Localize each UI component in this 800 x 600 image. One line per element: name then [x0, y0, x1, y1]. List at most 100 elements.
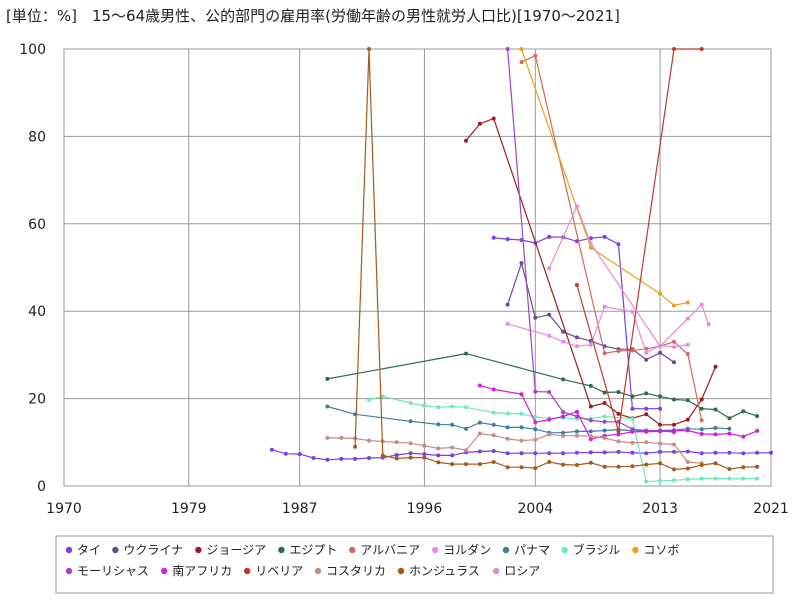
data-point — [574, 335, 579, 340]
data-point — [380, 453, 385, 458]
data-point — [727, 431, 732, 436]
data-point — [616, 390, 621, 394]
data-point — [422, 403, 427, 408]
data-point — [491, 116, 496, 121]
data-point — [325, 404, 330, 409]
legend-marker — [397, 567, 405, 575]
data-point — [380, 394, 385, 399]
data-point — [644, 479, 649, 484]
data-point — [533, 451, 538, 456]
data-point — [505, 411, 510, 416]
data-point — [505, 302, 510, 307]
data-point — [450, 445, 455, 450]
legend-item: ホンジュラス — [397, 564, 480, 578]
data-point — [727, 467, 732, 471]
data-point — [533, 415, 538, 419]
data-point — [644, 350, 649, 355]
data-point — [464, 448, 468, 453]
legend-item: タイ — [65, 543, 101, 557]
data-point — [477, 121, 482, 126]
legend-marker — [65, 567, 73, 575]
data-point — [533, 427, 538, 432]
data-point — [727, 476, 732, 481]
legend-item: ジョージア — [195, 543, 266, 557]
data-point — [547, 451, 552, 456]
series-コソボ — [519, 47, 690, 308]
data-point — [741, 409, 746, 414]
data-point — [699, 476, 704, 481]
series-line — [576, 48, 702, 432]
series-ヨルダン — [505, 304, 690, 355]
data-point — [644, 357, 649, 362]
data-point — [588, 437, 593, 442]
data-point — [477, 431, 482, 436]
data-point — [685, 398, 690, 403]
data-point — [561, 451, 566, 456]
data-point — [630, 464, 635, 469]
data-point — [353, 456, 358, 461]
data-point — [588, 383, 593, 388]
y-tick-label: 100 — [19, 42, 46, 58]
data-point — [658, 478, 663, 483]
data-point — [644, 406, 649, 411]
data-point — [561, 433, 566, 438]
data-point — [699, 302, 704, 307]
data-point — [464, 405, 468, 410]
legend-label: パナマ — [514, 543, 550, 557]
data-point — [713, 407, 718, 412]
chart-title: [単位：%] 15〜64歳男性、公的部門の雇用率(労働年齢の男性就労人口比)[1… — [6, 7, 620, 25]
data-point — [533, 466, 538, 471]
y-axis: 0 20 40 60 80 100 — [19, 42, 46, 495]
data-point — [602, 450, 607, 455]
legend-marker — [493, 567, 500, 575]
data-point — [422, 455, 427, 460]
legend-box — [55, 535, 774, 594]
data-point — [394, 440, 399, 445]
data-point — [644, 451, 649, 456]
data-point — [588, 342, 593, 347]
grid — [63, 48, 772, 487]
data-point — [672, 449, 676, 454]
data-point — [741, 451, 746, 456]
data-point — [741, 476, 746, 481]
data-point — [519, 411, 524, 416]
data-point — [685, 449, 690, 454]
legend-label: 南アフリカ — [172, 563, 232, 578]
legend-marker — [244, 567, 251, 575]
data-point — [367, 456, 371, 460]
legend-label: アルバニア — [360, 543, 420, 557]
data-point — [699, 463, 704, 467]
data-point — [491, 433, 496, 438]
data-point — [325, 435, 330, 440]
legend-label: モーリシャス — [77, 564, 149, 578]
data-point — [464, 351, 468, 356]
data-point — [574, 344, 579, 349]
data-point — [491, 449, 496, 453]
data-point — [713, 425, 718, 430]
series-ホンジュラス — [353, 47, 760, 472]
data-point — [547, 333, 552, 338]
data-point — [699, 451, 704, 456]
data-point — [644, 440, 649, 445]
data-point — [727, 416, 732, 421]
data-point — [519, 451, 524, 456]
data-point — [505, 451, 510, 456]
legend-marker — [278, 546, 285, 554]
data-point — [422, 443, 427, 448]
data-point — [658, 394, 663, 399]
series-group — [269, 47, 773, 484]
data-point — [436, 453, 441, 458]
data-point — [450, 453, 455, 458]
data-point — [602, 234, 607, 239]
data-point — [699, 47, 704, 51]
data-point — [672, 428, 676, 433]
data-point — [616, 349, 621, 353]
plot-area — [63, 48, 772, 487]
x-tick-label: 2004 — [518, 501, 554, 517]
data-point — [574, 429, 579, 434]
data-point — [699, 427, 704, 432]
data-point — [685, 428, 690, 433]
data-point — [547, 432, 552, 437]
data-point — [713, 476, 718, 481]
